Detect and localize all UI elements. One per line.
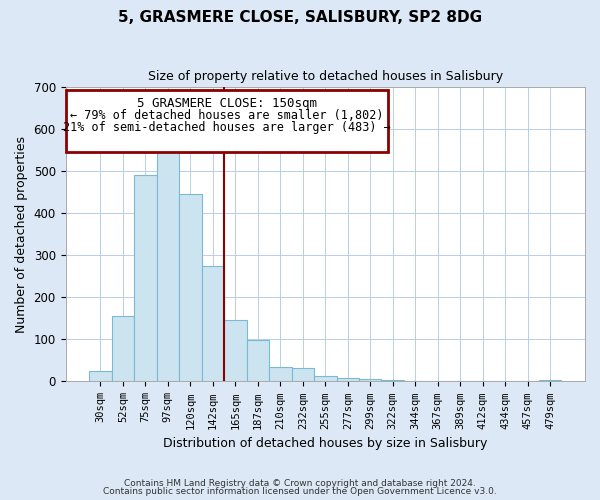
- X-axis label: Distribution of detached houses by size in Salisbury: Distribution of detached houses by size …: [163, 437, 487, 450]
- Text: Contains public sector information licensed under the Open Government Licence v3: Contains public sector information licen…: [103, 487, 497, 496]
- Title: Size of property relative to detached houses in Salisbury: Size of property relative to detached ho…: [148, 70, 503, 83]
- Bar: [112, 316, 134, 382]
- Bar: [292, 368, 314, 382]
- FancyBboxPatch shape: [65, 90, 388, 152]
- Bar: [89, 371, 112, 382]
- Bar: [404, 380, 427, 382]
- Bar: [337, 378, 359, 382]
- Bar: [269, 366, 292, 382]
- Bar: [134, 176, 157, 382]
- Text: Contains HM Land Registry data © Crown copyright and database right 2024.: Contains HM Land Registry data © Crown c…: [124, 479, 476, 488]
- Y-axis label: Number of detached properties: Number of detached properties: [15, 136, 28, 332]
- Bar: [314, 376, 337, 382]
- Bar: [224, 320, 247, 382]
- Bar: [539, 380, 562, 382]
- Bar: [247, 340, 269, 382]
- Bar: [179, 194, 202, 382]
- Text: 21% of semi-detached houses are larger (483) →: 21% of semi-detached houses are larger (…: [62, 121, 391, 134]
- Bar: [382, 380, 404, 382]
- Text: ← 79% of detached houses are smaller (1,802): ← 79% of detached houses are smaller (1,…: [70, 109, 383, 122]
- Bar: [202, 266, 224, 382]
- Text: 5 GRASMERE CLOSE: 150sqm: 5 GRASMERE CLOSE: 150sqm: [137, 98, 317, 110]
- Bar: [157, 144, 179, 382]
- Text: 5, GRASMERE CLOSE, SALISBURY, SP2 8DG: 5, GRASMERE CLOSE, SALISBURY, SP2 8DG: [118, 10, 482, 25]
- Bar: [359, 380, 382, 382]
